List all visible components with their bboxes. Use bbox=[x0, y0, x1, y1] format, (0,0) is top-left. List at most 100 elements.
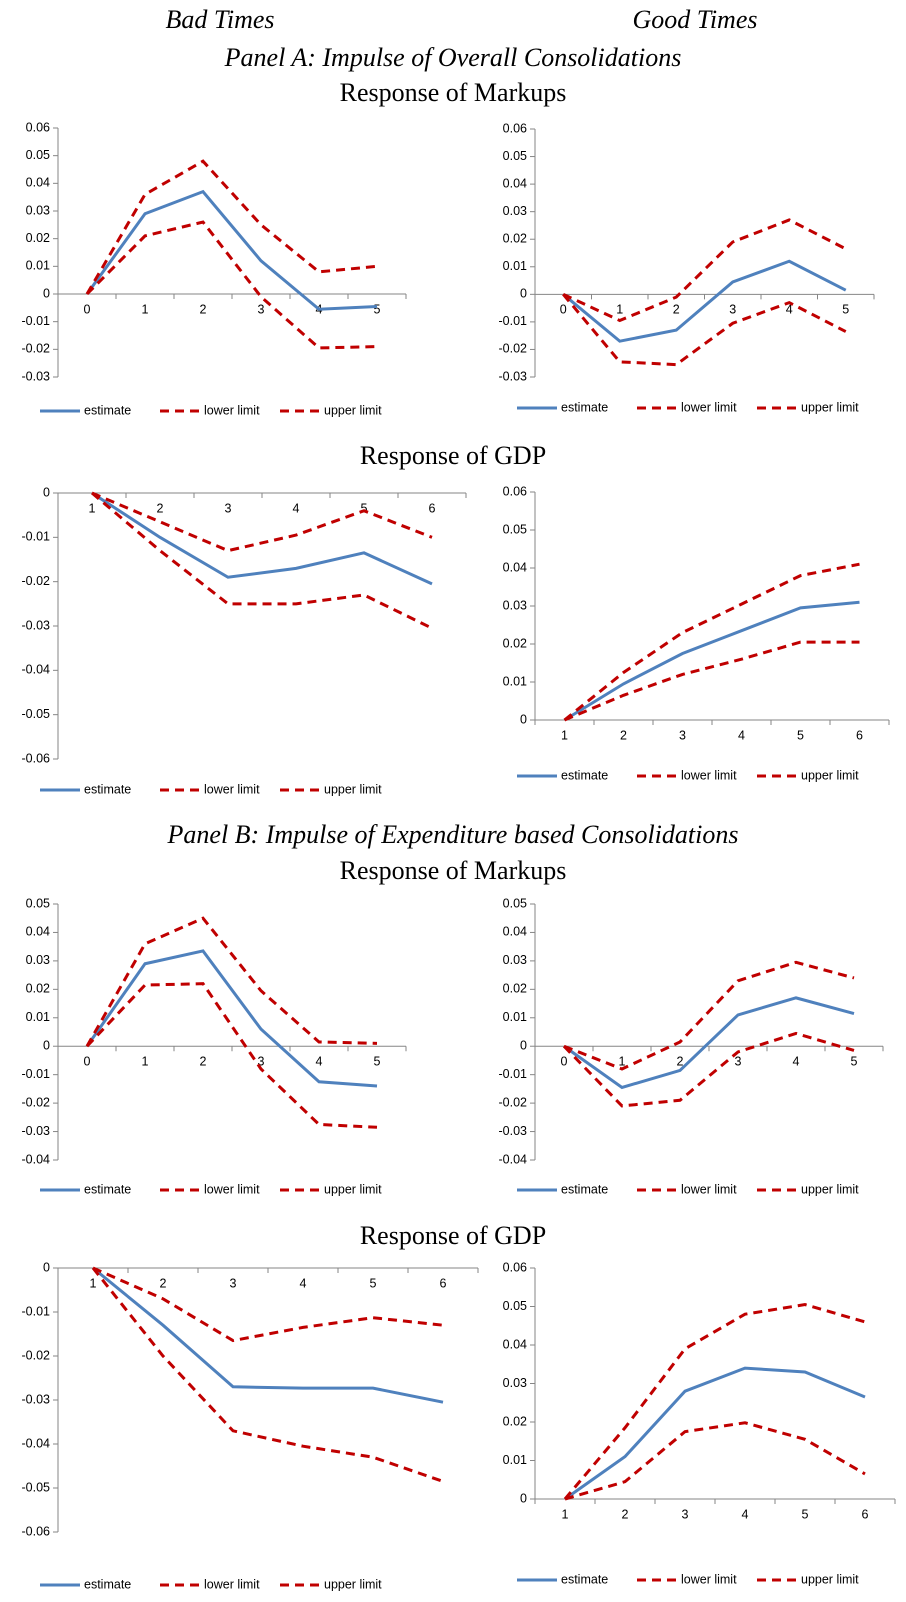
series-line bbox=[85, 949, 378, 1088]
y-tick-label: 0.02 bbox=[26, 982, 50, 996]
x-tick-label: 6 bbox=[862, 1507, 869, 1521]
series-line bbox=[92, 1266, 444, 1404]
y-tick-label: 0.04 bbox=[503, 176, 527, 190]
y-tick-label: -0.02 bbox=[22, 1095, 51, 1109]
y-tick-label: -0.01 bbox=[22, 1304, 51, 1318]
x-tick-label: 2 bbox=[200, 302, 207, 316]
x-tick-label: 2 bbox=[160, 1276, 167, 1290]
y-tick-label: -0.03 bbox=[22, 618, 51, 632]
x-tick-label: 0 bbox=[84, 1055, 91, 1069]
legend-label: estimate bbox=[84, 403, 131, 417]
y-tick-label: -0.03 bbox=[499, 369, 528, 383]
y-tick-label: -0.01 bbox=[22, 314, 51, 328]
x-tick-label: 3 bbox=[230, 1276, 237, 1290]
y-tick-label: 0.05 bbox=[503, 522, 527, 536]
x-tick-label: 5 bbox=[374, 1055, 381, 1069]
y-tick-label: -0.04 bbox=[22, 1436, 51, 1450]
series-line bbox=[563, 600, 860, 722]
x-tick-label: 2 bbox=[622, 1507, 629, 1521]
y-tick-label: 0 bbox=[520, 1039, 527, 1053]
y-tick-label: 0.01 bbox=[26, 1010, 50, 1024]
y-tick-label: 0.03 bbox=[26, 203, 50, 217]
y-tick-label: 0.02 bbox=[503, 232, 527, 246]
x-tick-label: 1 bbox=[142, 1055, 149, 1069]
y-tick-label: 0.01 bbox=[503, 674, 527, 688]
y-tick-label: 0.04 bbox=[503, 560, 527, 574]
x-tick-label: 3 bbox=[225, 501, 232, 515]
y-tick-label: 0.01 bbox=[503, 1453, 527, 1467]
y-tick-label: 0.02 bbox=[503, 982, 527, 996]
legend-label: estimate bbox=[84, 1577, 131, 1591]
x-tick-label: 1 bbox=[616, 303, 623, 317]
y-tick-label: -0.01 bbox=[22, 530, 51, 544]
chart: -0.04 -0.03 -0.02 -0.01 0 0.01 0.02 0.03 0.04 0.0… bbox=[22, 896, 407, 1196]
x-tick-label: 0 bbox=[560, 303, 567, 317]
legend-label: estimate bbox=[561, 1572, 608, 1586]
y-tick-label: 0.01 bbox=[503, 1010, 527, 1024]
legend-label: estimate bbox=[561, 400, 608, 414]
panel-title: Panel A: Impulse of Overall Consolidatio… bbox=[224, 43, 682, 72]
legend-label: estimate bbox=[84, 782, 131, 796]
y-tick-label: 0.02 bbox=[26, 231, 50, 245]
y-tick-label: 0.01 bbox=[26, 259, 50, 273]
section-title: Response of Markups bbox=[340, 78, 567, 107]
y-tick-label: 0 bbox=[520, 287, 527, 301]
series-line bbox=[91, 491, 433, 586]
chart: -0.04 -0.03 -0.02 -0.01 0 0.01 0.02 0.03 0.04 0.0… bbox=[499, 896, 884, 1196]
y-tick-label: 0 bbox=[520, 1491, 527, 1505]
series-line bbox=[91, 491, 433, 553]
legend-label: lower limit bbox=[204, 782, 260, 796]
y-tick-label: -0.02 bbox=[22, 574, 51, 588]
legend-label: upper limit bbox=[801, 768, 859, 782]
x-tick-label: 5 bbox=[374, 302, 381, 316]
chart: -0.03 -0.02 -0.01 0 0.01 0.02 0.03 0.04 0.05 0.06… bbox=[22, 120, 407, 417]
x-tick-label: 2 bbox=[673, 303, 680, 317]
series-line bbox=[92, 1266, 444, 1343]
section-title: Response of Markups bbox=[340, 856, 567, 885]
y-tick-label: -0.03 bbox=[22, 1392, 51, 1406]
x-tick-label: 5 bbox=[851, 1055, 858, 1069]
y-tick-label: 0.05 bbox=[503, 1299, 527, 1313]
series-line bbox=[562, 1031, 855, 1108]
y-tick-label: -0.02 bbox=[22, 1348, 51, 1362]
series-line bbox=[91, 1267, 444, 1483]
y-tick-label: 0.06 bbox=[503, 121, 527, 135]
y-tick-label: 0.01 bbox=[503, 259, 527, 273]
chart: 0 0.01 0.02 0.03 0.04 0.05 0.06 1 2 3 4 5 6 estimate l… bbox=[503, 1260, 896, 1586]
y-tick-label: 0.04 bbox=[26, 176, 50, 190]
legend-label: lower limit bbox=[204, 1182, 260, 1196]
x-tick-label: 2 bbox=[200, 1055, 207, 1069]
series-line bbox=[563, 562, 860, 722]
series-line bbox=[562, 259, 847, 343]
series-line bbox=[563, 1303, 866, 1500]
legend-label: lower limit bbox=[204, 403, 260, 417]
series-line bbox=[85, 159, 378, 295]
legend-label: lower limit bbox=[204, 1577, 260, 1591]
x-tick-label: 4 bbox=[738, 728, 745, 742]
x-tick-label: 3 bbox=[258, 1055, 265, 1069]
legend-label: upper limit bbox=[801, 400, 859, 414]
series-line bbox=[563, 640, 860, 722]
legend-label: lower limit bbox=[681, 400, 737, 414]
series-line bbox=[85, 916, 378, 1047]
legend-label: lower limit bbox=[681, 1572, 737, 1586]
y-tick-label: -0.03 bbox=[22, 1124, 51, 1138]
series-line bbox=[85, 982, 378, 1129]
x-tick-label: 5 bbox=[797, 728, 804, 742]
x-tick-label: 0 bbox=[561, 1055, 568, 1069]
x-tick-label: 4 bbox=[793, 1055, 800, 1069]
y-tick-label: -0.01 bbox=[22, 1067, 51, 1081]
y-tick-label: 0.05 bbox=[26, 148, 50, 162]
x-tick-label: 6 bbox=[440, 1276, 447, 1290]
y-tick-label: 0.05 bbox=[503, 896, 527, 910]
x-tick-label: 1 bbox=[142, 302, 149, 316]
y-tick-label: 0 bbox=[43, 485, 50, 499]
x-tick-label: 4 bbox=[742, 1507, 749, 1521]
y-tick-label: 0.03 bbox=[503, 953, 527, 967]
series-line bbox=[564, 1366, 866, 1501]
y-tick-label: 0.06 bbox=[503, 1260, 527, 1274]
y-tick-label: -0.02 bbox=[499, 1095, 528, 1109]
x-tick-label: 3 bbox=[682, 1507, 689, 1521]
x-tick-label: 1 bbox=[89, 501, 96, 515]
y-tick-label: -0.02 bbox=[22, 342, 51, 356]
